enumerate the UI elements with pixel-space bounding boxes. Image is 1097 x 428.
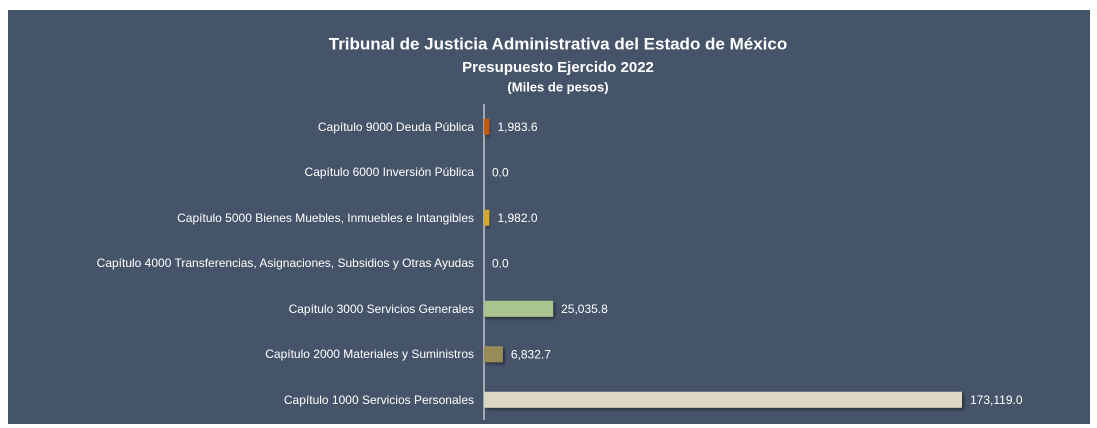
category-label: Capítulo 4000 Transferencias, Asignacion… (10, 256, 474, 270)
value-label: 0.0 (492, 165, 509, 179)
bar (484, 209, 490, 226)
value-label: 6,832.7 (511, 347, 551, 361)
chart-panel (8, 10, 1090, 424)
chart-title: Tribunal de Justicia Administrativa del … (329, 34, 788, 53)
bar (484, 346, 503, 363)
category-text: Capítulo 2000 Materiales y Suministros (265, 347, 474, 362)
category-label: Capítulo 2000 Materiales y Suministros (10, 347, 474, 361)
category-text: Capítulo 3000 Servicios Generales (288, 301, 474, 316)
bar (484, 391, 962, 408)
unit-label: (Miles de pesos) (507, 79, 608, 94)
value-label: 25,035.8 (561, 302, 608, 316)
value-label: 0.0 (492, 256, 509, 270)
category-text: Capítulo 6000 Inversión Pública (304, 165, 474, 180)
value-label: 1,983.6 (497, 120, 537, 134)
value-label: 1,982.0 (497, 211, 537, 225)
category-text: Capítulo 4000 Transferencias, Asignacion… (96, 256, 474, 271)
category-label: Capítulo 9000 Deuda Pública (10, 120, 474, 134)
category-text: Capítulo 5000 Bienes Muebles, Inmuebles … (177, 210, 474, 225)
category-label: Capítulo 3000 Servicios Generales (10, 302, 474, 316)
category-text: Capítulo 1000 Servicios Personales (283, 392, 474, 407)
category-label: Capítulo 6000 Inversión Pública (10, 165, 474, 179)
category-label: Capítulo 1000 Servicios Personales (10, 393, 474, 407)
value-label: 173,119.0 (970, 393, 1023, 407)
bar (484, 300, 554, 317)
category-text: Capítulo 9000 Deuda Pública (317, 119, 474, 134)
chart-subtitle: Presupuesto Ejercido 2022 (462, 59, 654, 76)
category-label: Capítulo 5000 Bienes Muebles, Inmuebles … (10, 211, 474, 225)
bar (484, 118, 490, 135)
